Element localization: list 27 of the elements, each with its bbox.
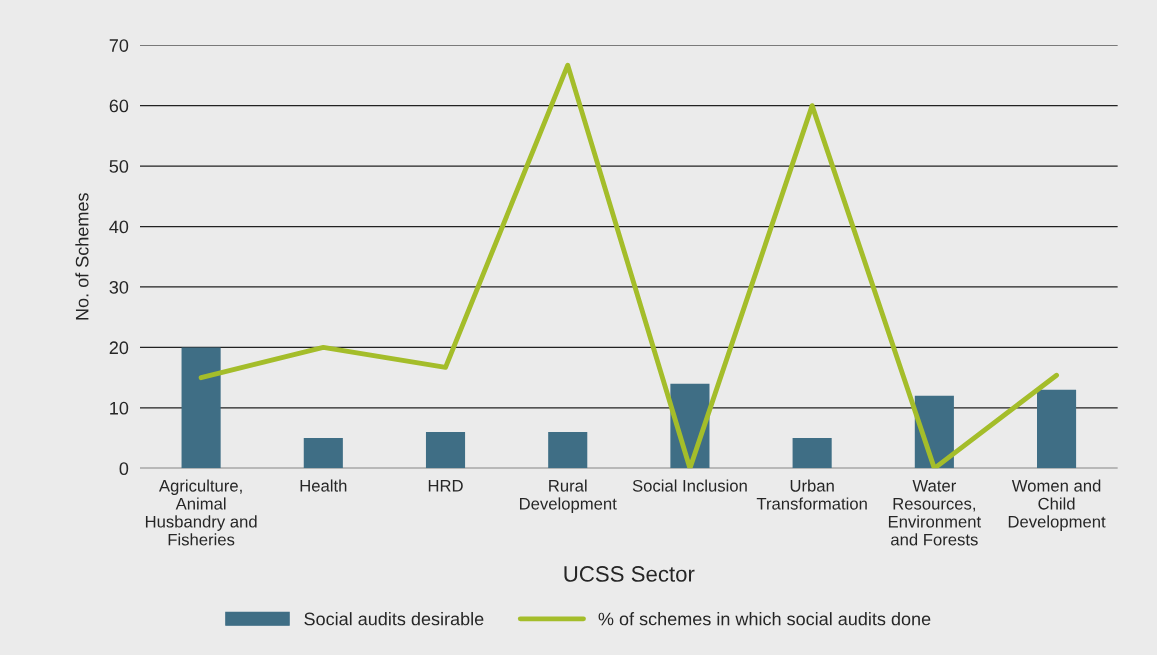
y-tick-label: 50 [109, 160, 129, 173]
bar [1037, 389, 1077, 469]
x-tick-label: Urban Transformation [756, 479, 867, 510]
bar [181, 347, 221, 469]
y-tick-label: 20 [109, 341, 129, 355]
y-tick-label: 10 [110, 401, 129, 415]
x-tick-label: Rural Development [519, 479, 617, 513]
x-tick-label: Health [300, 479, 347, 492]
y-tick-label: 70 [109, 39, 129, 52]
x-axis-title: UCSS Sector [564, 566, 695, 582]
x-tick-label: Water Resources, Environment and Forests [888, 480, 982, 546]
y-tick-label: 60 [109, 99, 129, 113]
bar [303, 438, 343, 469]
x-tick-label: Women and Child Development [1008, 479, 1106, 531]
bar [548, 432, 588, 469]
legend-label: % of schemes in which social audits done [598, 612, 931, 626]
y-axis-title: No. of Schemes [75, 193, 89, 320]
legend-label: Social audits desirable [304, 612, 484, 626]
y-tick-label: 40 [109, 220, 129, 234]
y-tick-label: 30 [109, 280, 129, 294]
bar [425, 432, 466, 469]
line-series [198, 62, 1059, 469]
x-tick-label: HRD [428, 480, 463, 492]
bar [792, 438, 832, 469]
x-tick-label: Social Inclusion [632, 479, 747, 492]
x-tick-label: Agriculture, Animal Husbandry and Fisheries [145, 479, 257, 546]
y-tick-label: 0 [119, 462, 129, 476]
